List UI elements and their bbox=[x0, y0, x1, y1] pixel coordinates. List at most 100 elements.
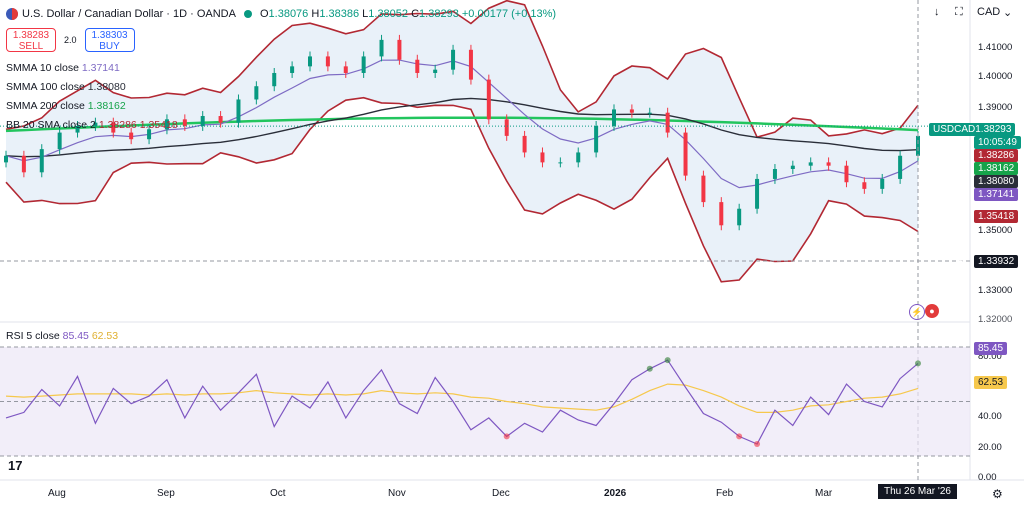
legend-smma200[interactable]: SMMA 200 close 1.38162 bbox=[6, 100, 126, 112]
rsi-oversold-mark bbox=[503, 433, 510, 440]
rsi-line bbox=[5, 359, 919, 445]
candle-body bbox=[236, 99, 241, 123]
candle-body bbox=[57, 132, 62, 150]
candle-body bbox=[308, 56, 312, 67]
crosshair-price-badge: 1.33932 bbox=[974, 255, 1019, 268]
legend-rsi[interactable]: RSI 5 close 85.45 62.53 bbox=[6, 330, 118, 342]
rsi-tick: 20.00 bbox=[978, 442, 1002, 453]
candle-body bbox=[200, 116, 205, 126]
low-label: L bbox=[362, 8, 369, 20]
bracket-icon[interactable]: ⛶ bbox=[955, 6, 963, 18]
legend-smma10[interactable]: SMMA 10 close 1.37141 bbox=[6, 62, 120, 74]
candle-body bbox=[361, 56, 366, 73]
candle-body bbox=[4, 155, 8, 163]
high-label: H bbox=[311, 8, 320, 20]
sell-button[interactable]: 1.38283 SELL bbox=[6, 28, 56, 52]
candle-body bbox=[826, 162, 831, 166]
time-label: Nov bbox=[388, 488, 406, 499]
price-tick-partial: 1.32000 bbox=[978, 314, 1013, 325]
smma200-value: 1.38162 bbox=[87, 100, 126, 112]
buy-label: BUY bbox=[99, 41, 120, 52]
smma10-value: 1.37141 bbox=[81, 62, 120, 74]
symbol-badge: USDCAD bbox=[933, 124, 976, 135]
candle-body bbox=[629, 109, 634, 113]
close-label: C bbox=[411, 8, 420, 20]
countdown-badge: 10:05:49 bbox=[974, 136, 1021, 149]
time-label-year: 2026 bbox=[604, 488, 627, 499]
rsi-tick: 0.00 bbox=[978, 472, 997, 483]
trade-panel: 1.38283 SELL 2.0 1.38303 BUY bbox=[6, 28, 135, 52]
price-tick: 1.40000 bbox=[978, 71, 1013, 82]
candle-body bbox=[290, 66, 295, 73]
candle-body bbox=[701, 175, 706, 203]
candle-body bbox=[844, 165, 849, 183]
candle-body bbox=[540, 152, 545, 163]
candle-body bbox=[218, 116, 223, 123]
smma10-line bbox=[5, 59, 919, 189]
candle-body bbox=[576, 152, 581, 163]
rsi-overbought-mark bbox=[646, 365, 653, 372]
candle-body bbox=[325, 56, 330, 67]
rsi-ma-line bbox=[5, 383, 919, 413]
currency-flag-icon bbox=[6, 8, 18, 20]
bb-basis-value: 1.38286 bbox=[98, 119, 137, 131]
bb-fill bbox=[6, 0, 918, 282]
symbol-title[interactable]: U.S. Dollar / Canadian Dollar · 1D · OAN… bbox=[22, 8, 236, 20]
candle-body bbox=[558, 162, 563, 164]
candle-body bbox=[772, 169, 777, 179]
candle-body bbox=[433, 69, 438, 73]
rsi-value: 85.45 bbox=[62, 330, 89, 342]
price-tick: 1.39000 bbox=[978, 102, 1013, 113]
bb-lower-badge: 1.35418 bbox=[974, 210, 1019, 223]
candle-body bbox=[147, 129, 152, 140]
legend-smma100[interactable]: SMMA 100 close 1.38080 bbox=[6, 81, 126, 93]
candle-body bbox=[612, 109, 616, 126]
candle-body bbox=[522, 135, 527, 153]
candle-body bbox=[486, 79, 491, 120]
candle-body bbox=[451, 49, 456, 70]
candle-body bbox=[397, 39, 402, 60]
currency-select[interactable]: CAD bbox=[977, 6, 1001, 18]
candle-body bbox=[862, 182, 867, 189]
spread-value: 2.0 bbox=[64, 35, 77, 45]
candle-body bbox=[665, 112, 670, 133]
add-alert-icon[interactable]: ⊕ bbox=[955, 254, 966, 268]
tradingview-logo-icon[interactable]: 17 bbox=[8, 458, 23, 473]
time-label: Feb bbox=[716, 488, 734, 499]
rsi-ma-badge: 62.53 bbox=[974, 376, 1008, 389]
rsi-oversold-mark bbox=[754, 441, 761, 448]
candle-body bbox=[719, 202, 724, 226]
last-price-badge: USDCAD 1.38293 bbox=[929, 123, 1015, 136]
time-label: Mar bbox=[815, 488, 833, 499]
change-value: +0.00177 (+0.13%) bbox=[461, 8, 557, 20]
open-label: O bbox=[259, 8, 269, 20]
smma100-line bbox=[5, 97, 919, 158]
bb-lower-line bbox=[5, 96, 919, 283]
time-label: Aug bbox=[48, 488, 66, 499]
smma200-label: SMMA 200 close bbox=[6, 100, 85, 112]
smma100-label: SMMA 100 close bbox=[6, 81, 85, 93]
buy-button[interactable]: 1.38303 BUY bbox=[84, 28, 135, 52]
chevron-down-icon[interactable]: ⌄ bbox=[1003, 7, 1013, 19]
flag-icon[interactable]: ● bbox=[925, 304, 939, 318]
smma200-line bbox=[5, 116, 919, 133]
rsi-ma-value: 62.53 bbox=[91, 330, 119, 342]
sell-price: 1.38283 bbox=[12, 30, 50, 41]
candle-body bbox=[683, 132, 688, 176]
arrow-down-icon[interactable]: ↓ bbox=[934, 6, 940, 18]
settings-gear-icon[interactable]: ⚙ bbox=[992, 487, 1003, 501]
rsi-tick: 40.00 bbox=[978, 411, 1002, 422]
symbol-header: U.S. Dollar / Canadian Dollar · 1D · OAN… bbox=[6, 8, 556, 20]
legend-bb[interactable]: BB 20 SMA close 2 1.38286 1.35418 bbox=[6, 119, 178, 131]
candle-body bbox=[379, 39, 384, 57]
smma10-label: SMMA 10 close bbox=[6, 62, 79, 74]
last-price: 1.38293 bbox=[975, 124, 1012, 135]
low-value: 1.38052 bbox=[368, 8, 409, 20]
time-label: Sep bbox=[157, 488, 175, 499]
market-status-icon bbox=[243, 10, 252, 18]
candle-body bbox=[164, 119, 169, 130]
high-value: 1.38386 bbox=[319, 8, 360, 20]
rsi-overbought-mark bbox=[915, 360, 921, 367]
lightning-icon[interactable]: ⚡ bbox=[909, 304, 925, 320]
